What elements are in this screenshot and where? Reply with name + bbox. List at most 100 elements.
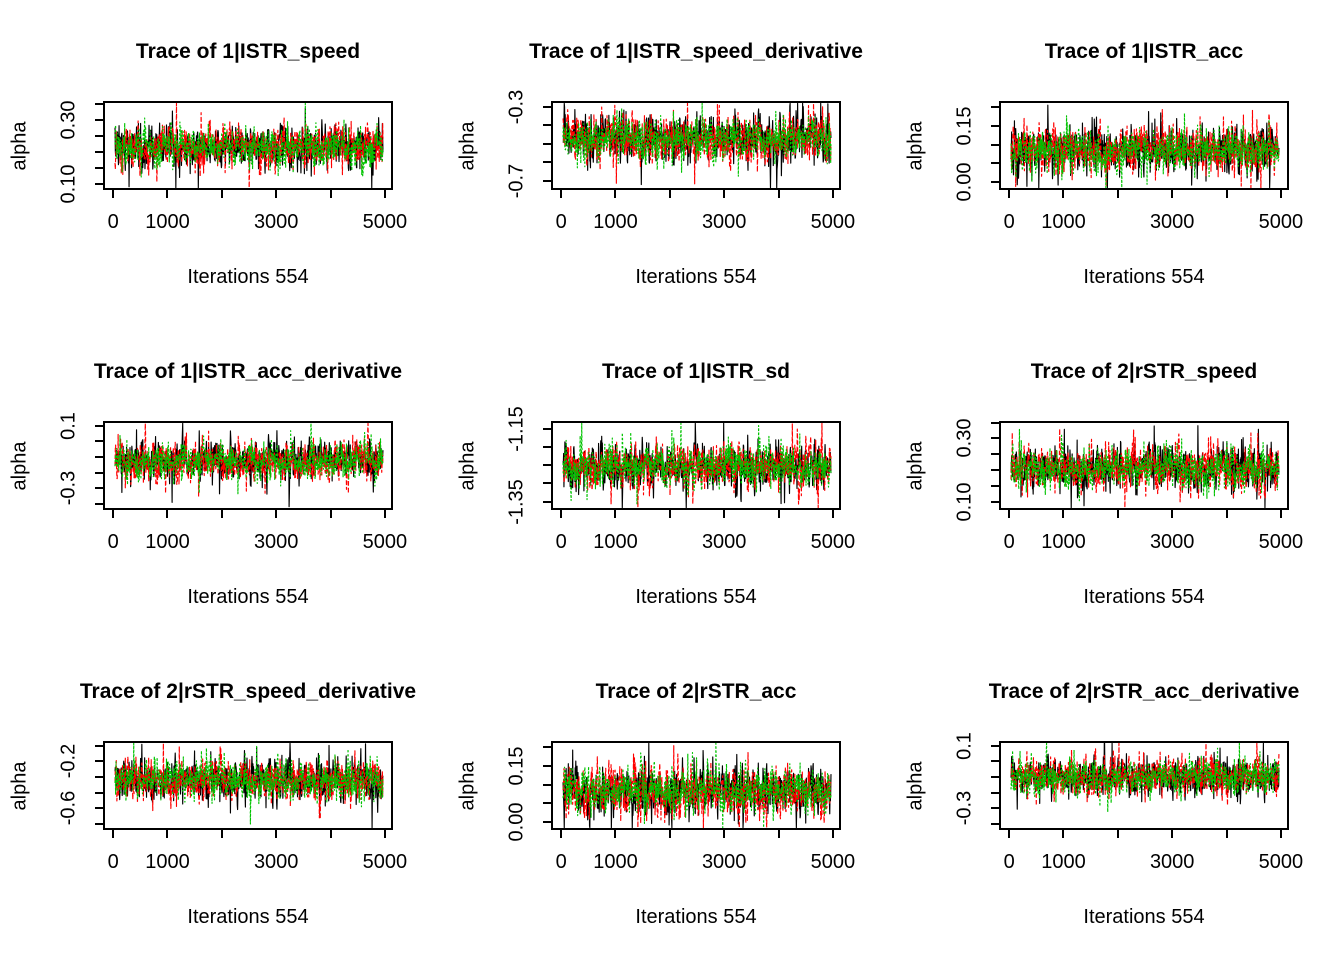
x-tick-label: 0 xyxy=(555,531,567,553)
y-axis-tick xyxy=(95,182,103,185)
plot-area xyxy=(551,741,841,830)
y-axis-label: alpha xyxy=(904,121,927,170)
x-axis-tick xyxy=(1116,510,1119,518)
y-axis-tick xyxy=(543,482,551,485)
y-tick-label: -1.15 xyxy=(505,406,528,452)
x-tick-label: 3000 xyxy=(701,531,747,553)
plot-area xyxy=(103,101,393,190)
y-axis-tick xyxy=(95,150,103,153)
y-axis-tick xyxy=(95,134,103,137)
y-axis-tick xyxy=(991,760,999,763)
y-axis-tick xyxy=(95,424,103,427)
x-tick-label: 1000 xyxy=(593,211,638,233)
y-axis-tick xyxy=(95,471,103,474)
x-tick-label: 1000 xyxy=(1041,851,1086,873)
y-tick-label: -0.2 xyxy=(57,744,80,779)
trace-plot-cell-9: Trace of 2|rSTR_acc_derivative alpha -0.3 0… xyxy=(896,640,1344,960)
x-axis-label: Iterations 554 xyxy=(187,906,309,928)
y-axis-tick xyxy=(991,453,999,456)
x-axis-tick xyxy=(166,190,169,198)
y-axis-tick xyxy=(991,822,999,825)
x-tick-label: 5000 xyxy=(362,211,408,233)
y-axis-tick xyxy=(543,802,551,805)
x-axis-tick xyxy=(723,830,726,838)
x-axis-label: Iterations 554 xyxy=(1083,266,1205,288)
x-axis-tick xyxy=(1171,830,1174,838)
x-axis-tick xyxy=(777,830,780,838)
trace-canvas xyxy=(105,743,391,828)
plot-title: Trace of 2|rSTR_acc xyxy=(595,680,797,703)
x-tick-label: 3000 xyxy=(701,851,747,873)
x-axis-tick xyxy=(166,830,169,838)
trace-canvas xyxy=(1001,743,1287,828)
y-axis-tick xyxy=(543,821,551,824)
trace-plot-cell-2: Trace of 1|ISTR_speed_derivative alpha -0.… xyxy=(448,0,896,320)
x-tick-label: 5000 xyxy=(1258,531,1304,553)
x-axis-tick xyxy=(112,190,115,198)
y-axis-tick xyxy=(543,745,551,748)
x-axis-tick xyxy=(1008,830,1011,838)
x-axis-tick xyxy=(1008,510,1011,518)
trace-plot-cell-5: Trace of 1|ISTR_sd alpha -1.35 -1.15 0 1000 30… xyxy=(448,320,896,640)
x-axis-tick xyxy=(1279,510,1282,518)
y-axis-label: alpha xyxy=(904,441,927,490)
x-axis-tick xyxy=(1225,830,1228,838)
x-tick-label: 3000 xyxy=(253,851,299,873)
y-tick-label: -0.3 xyxy=(505,89,528,124)
y-axis-tick xyxy=(543,464,551,467)
x-tick-label: 3000 xyxy=(701,211,747,233)
x-axis-tick xyxy=(1062,190,1065,198)
y-axis-tick xyxy=(95,455,103,458)
y-axis-label: alpha xyxy=(456,761,479,810)
trace-canvas xyxy=(1001,423,1287,508)
y-tick-label: -0.7 xyxy=(505,163,528,198)
x-axis-tick xyxy=(777,190,780,198)
x-axis-tick xyxy=(1062,830,1065,838)
y-tick-label: 0.10 xyxy=(953,482,976,522)
y-axis-tick xyxy=(95,502,103,505)
trace-plot-cell-8: Trace of 2|rSTR_acc alpha 0.00 0.15 0 1000 300… xyxy=(448,640,896,960)
y-axis-tick xyxy=(991,124,999,127)
x-tick-label: 1000 xyxy=(1041,531,1086,553)
x-axis-tick xyxy=(112,510,115,518)
x-axis-tick xyxy=(275,190,278,198)
x-axis-tick xyxy=(220,830,223,838)
y-axis-tick xyxy=(95,487,103,490)
y-axis-label: alpha xyxy=(8,121,31,170)
y-axis-tick xyxy=(991,744,999,747)
y-tick-label: 0.30 xyxy=(57,100,80,140)
x-tick-label: 5000 xyxy=(810,531,856,553)
plot-title: Trace of 1|ISTR_speed xyxy=(135,40,361,63)
y-axis-tick xyxy=(95,119,103,122)
y-axis-tick xyxy=(991,485,999,488)
x-axis-tick xyxy=(1171,510,1174,518)
x-tick-label: 3000 xyxy=(253,531,299,553)
trace-canvas xyxy=(1001,103,1287,188)
x-axis-label: Iterations 554 xyxy=(1083,906,1205,928)
y-axis-tick xyxy=(991,162,999,165)
y-axis-tick xyxy=(543,161,551,164)
y-axis-tick xyxy=(543,124,551,127)
y-axis-tick xyxy=(991,469,999,472)
y-axis-tick xyxy=(991,775,999,778)
x-tick-label: 0 xyxy=(1003,851,1015,873)
x-axis-tick xyxy=(329,510,332,518)
y-axis-tick xyxy=(95,103,103,106)
y-axis-tick xyxy=(95,775,103,778)
y-axis-tick xyxy=(95,760,103,763)
x-axis-tick xyxy=(723,190,726,198)
x-axis-tick xyxy=(383,510,386,518)
y-axis-tick xyxy=(991,437,999,440)
plot-area xyxy=(999,741,1289,830)
y-axis-tick xyxy=(543,427,551,430)
x-axis-tick xyxy=(383,190,386,198)
x-axis-label: Iterations 554 xyxy=(635,266,757,288)
y-axis-tick xyxy=(991,421,999,424)
x-tick-label: 0 xyxy=(107,851,119,873)
x-tick-label: 5000 xyxy=(1258,211,1304,233)
x-axis-label: Iterations 554 xyxy=(187,266,309,288)
x-axis-tick xyxy=(668,830,671,838)
x-axis-tick xyxy=(220,190,223,198)
trace-canvas xyxy=(553,103,839,188)
x-tick-label: 0 xyxy=(555,851,567,873)
